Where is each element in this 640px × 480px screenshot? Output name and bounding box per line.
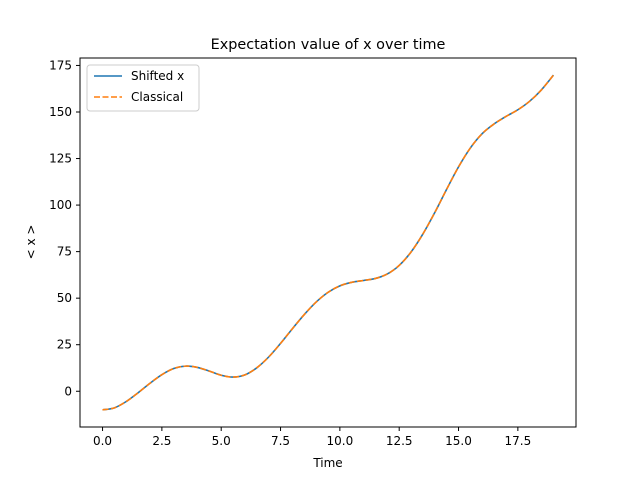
x-tick-label: 10.0 [327,434,354,448]
x-tick-label: 7.5 [271,434,290,448]
x-tick-label: 15.0 [445,434,472,448]
x-tick-label: 17.5 [504,434,531,448]
x-axis: 0.0 2.5 5.0 7.5 10.0 12.5 15.0 17.5 [93,427,531,448]
x-tick-label: 5.0 [212,434,231,448]
x-tick-label: 2.5 [152,434,171,448]
legend-label-shifted-x: Shifted x [131,69,184,83]
x-tick-label: 12.5 [386,434,413,448]
x-axis-label: Time [312,456,342,470]
series-lines [102,74,555,411]
y-tick-label: 150 [49,105,72,119]
y-tick-label: 25 [57,338,72,352]
chart-title: Expectation value of x over time [211,37,446,53]
x-tick-label: 0.0 [93,434,112,448]
y-axis: 0 25 50 75 100 125 150 175 [49,58,80,398]
y-tick-label: 75 [57,245,72,259]
y-axis-label: < x > [24,225,38,260]
y-tick-label: 100 [49,198,72,212]
y-tick-label: 0 [64,384,72,398]
axes-frame [79,57,577,428]
y-tick-label: 175 [49,58,72,72]
y-tick-label: 50 [57,291,72,305]
legend: Shifted x Classical [86,64,200,112]
legend-label-classical: Classical [131,90,183,104]
y-tick-label: 125 [49,152,72,166]
series-line-classical [102,74,555,411]
